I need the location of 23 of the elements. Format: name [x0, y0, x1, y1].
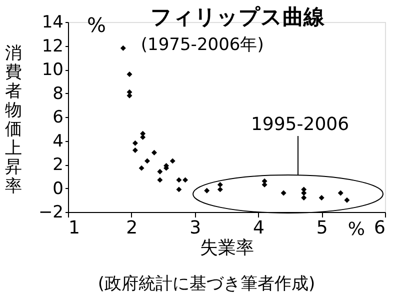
- x-axis-title: 失業率: [200, 238, 254, 258]
- x-tick-label: 3: [190, 218, 202, 238]
- annotation: %: [87, 13, 106, 37]
- y-tick-label: −2: [38, 202, 64, 222]
- y-tick-label: 4: [52, 131, 64, 152]
- x-tick-label: 5: [316, 218, 328, 238]
- x-tick-label: 1: [68, 218, 80, 238]
- y-tick-label: 6: [52, 108, 64, 128]
- y-tick-label: 8: [52, 84, 64, 104]
- x-tick-label: 4: [252, 218, 264, 238]
- x-tick-label: 6: [374, 218, 386, 238]
- annotation: 1995-2006: [250, 114, 350, 135]
- y-tick-label: 12: [42, 36, 64, 56]
- y-tick-label: 2: [52, 155, 64, 175]
- y-tick-label: 10: [42, 60, 64, 80]
- text: (政府統計に基づき筆者作成): [98, 274, 316, 294]
- y-tick-label: 14: [42, 12, 64, 32]
- text: %: [348, 219, 366, 240]
- text: (1975-2006年): [140, 35, 264, 55]
- y-axis-title: 消費者物価上昇率: [5, 44, 22, 196]
- y-tick-label: 0: [52, 178, 64, 199]
- x-tick-label: 2: [126, 218, 138, 238]
- chart-title: フィリップス曲線: [150, 5, 326, 29]
